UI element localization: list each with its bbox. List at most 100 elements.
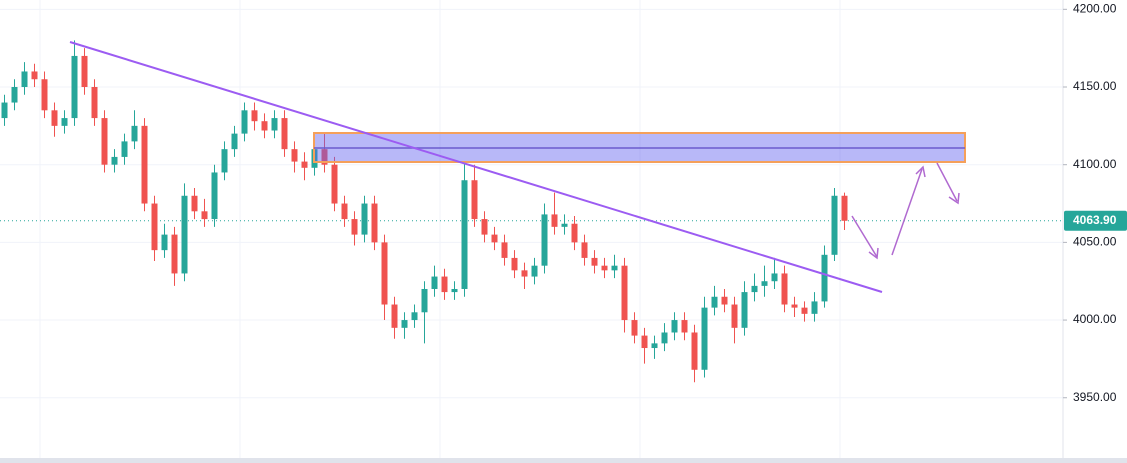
candle-body xyxy=(351,219,358,235)
candle-body xyxy=(621,265,628,321)
candle-body xyxy=(291,149,298,162)
candle-body xyxy=(261,121,268,131)
candle-body xyxy=(11,87,18,103)
candle-body xyxy=(421,288,428,313)
candle-body xyxy=(651,343,658,349)
candle-body xyxy=(241,110,248,134)
candle-body xyxy=(631,320,638,336)
candle-body xyxy=(581,242,588,258)
candle-body xyxy=(361,203,368,235)
y-tick-label: 4050.00 xyxy=(1073,235,1117,249)
arrow xyxy=(936,162,958,202)
candle-body xyxy=(541,214,548,266)
candle-body xyxy=(461,180,468,289)
candles xyxy=(1,40,848,383)
candle-body xyxy=(471,180,478,220)
candle-body xyxy=(661,332,668,344)
candle-body xyxy=(791,304,798,308)
candle-body xyxy=(401,320,408,328)
arrow xyxy=(851,215,878,258)
candle-body xyxy=(711,296,718,308)
candle-body xyxy=(181,195,188,274)
candle-body xyxy=(61,118,68,126)
arrow-head xyxy=(948,192,960,205)
y-tick-label: 4200.00 xyxy=(1073,1,1117,15)
candle-body xyxy=(641,335,648,349)
candle-body xyxy=(841,195,848,221)
candle-body xyxy=(101,118,108,165)
last-price-label: 4063.90 xyxy=(1073,213,1117,227)
candle-body xyxy=(591,257,598,266)
candle-body xyxy=(321,149,328,165)
vertical-grid xyxy=(39,0,841,458)
candle-body xyxy=(671,320,678,333)
candle-body xyxy=(721,296,728,305)
candle-body xyxy=(81,55,88,88)
candle-body xyxy=(201,211,208,220)
candle-body xyxy=(801,307,808,314)
candle-body xyxy=(601,265,608,271)
candle-body xyxy=(141,125,148,204)
candle-body xyxy=(451,288,458,293)
candle-body xyxy=(501,242,508,258)
candle-body xyxy=(131,125,138,142)
candle-body xyxy=(821,254,828,302)
candle-body xyxy=(511,257,518,271)
candle-body xyxy=(301,161,308,168)
candle-body xyxy=(191,195,198,212)
candle-body xyxy=(441,276,448,293)
candle-body xyxy=(831,195,838,255)
y-tick-label: 3950.00 xyxy=(1073,390,1117,404)
candle-body xyxy=(151,203,158,251)
candle-body xyxy=(521,270,528,277)
candle-body xyxy=(381,242,388,305)
candle-body xyxy=(221,149,228,173)
candle-body xyxy=(391,304,398,328)
drawings xyxy=(69,41,966,293)
candle-body xyxy=(611,265,618,271)
candle-body xyxy=(371,203,378,243)
candle-body xyxy=(751,285,758,293)
candle-body xyxy=(681,320,688,333)
candle-body xyxy=(781,273,788,305)
trend-line xyxy=(69,41,883,293)
candle-body xyxy=(171,234,178,274)
arrow xyxy=(891,168,923,256)
candle-body xyxy=(431,276,438,289)
candle-body xyxy=(271,118,278,131)
arrow-head xyxy=(915,165,926,178)
candle-body xyxy=(251,110,258,122)
y-tick-label: 4100.00 xyxy=(1073,157,1117,171)
candle-body xyxy=(1,102,8,119)
candle-body xyxy=(341,203,348,220)
candle-body xyxy=(161,234,168,251)
arrows xyxy=(851,162,960,260)
candle-body xyxy=(121,141,128,157)
candle-body xyxy=(561,223,568,227)
y-tick-label: 4150.00 xyxy=(1073,79,1117,93)
candle-body xyxy=(411,312,418,321)
candle-body xyxy=(71,55,78,119)
bottom-strip xyxy=(0,458,1127,463)
last-price-tag xyxy=(1064,210,1127,231)
y-tick-label: 4000.00 xyxy=(1073,312,1117,326)
candle-body xyxy=(281,118,288,150)
candle-body xyxy=(691,332,698,370)
candle-body xyxy=(41,79,48,111)
candle-body xyxy=(551,214,558,227)
candle-body xyxy=(491,234,498,243)
candle-body xyxy=(571,223,578,243)
arrow-head xyxy=(868,247,879,260)
candle-body xyxy=(811,301,818,314)
candle-body xyxy=(331,164,338,204)
candle-body xyxy=(91,87,98,119)
grid xyxy=(0,8,1063,399)
candle-body xyxy=(211,172,218,220)
candle-body xyxy=(761,281,768,286)
candle-body xyxy=(31,71,38,80)
candle-body xyxy=(111,156,118,165)
candle-body xyxy=(481,219,488,235)
